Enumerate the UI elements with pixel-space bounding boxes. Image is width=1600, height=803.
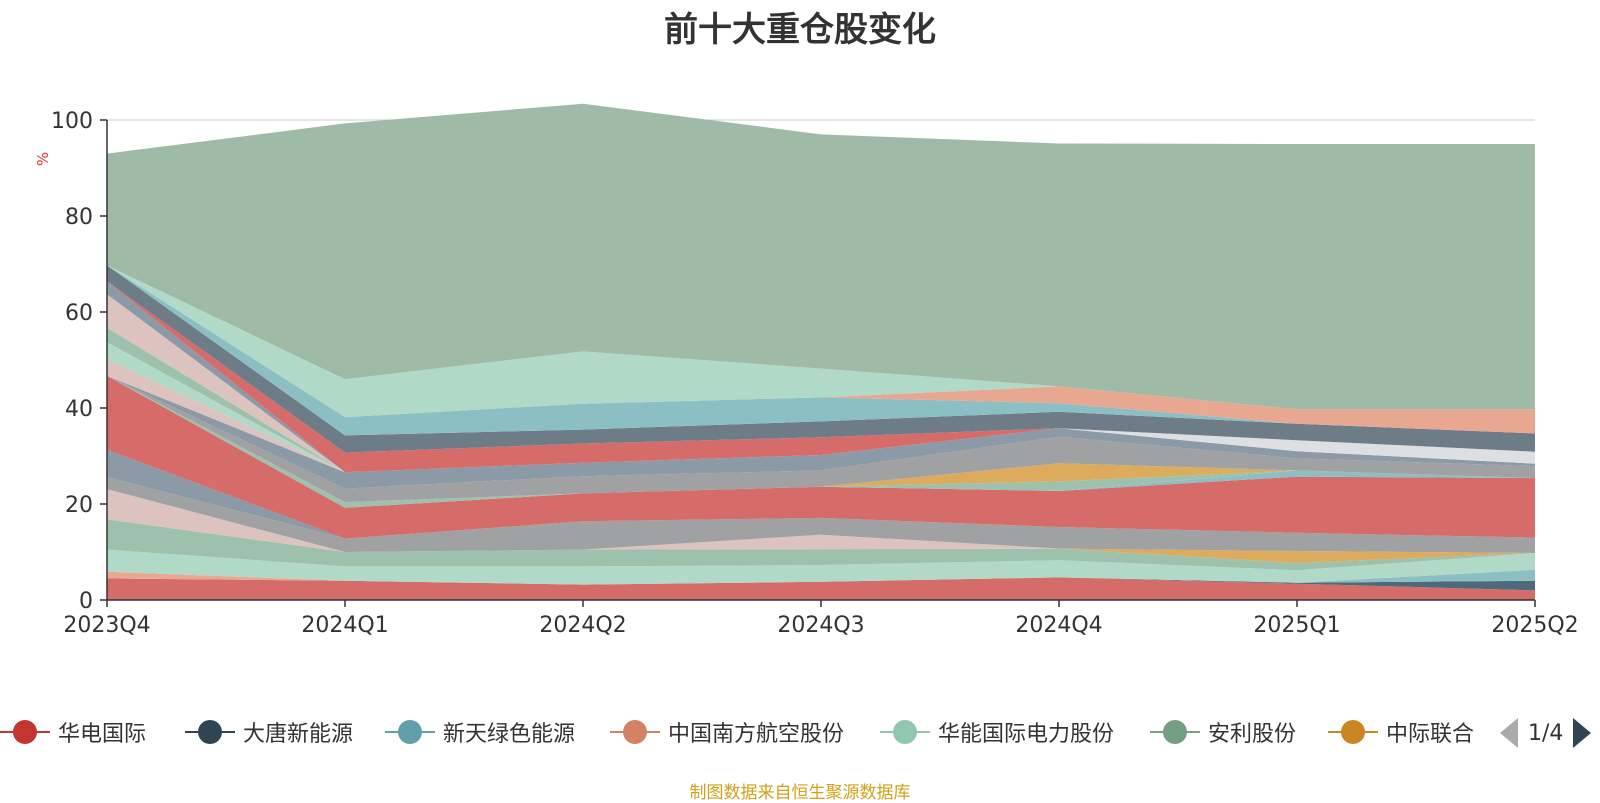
legend-dot <box>1341 720 1365 744</box>
legend-label: 大唐新能源 <box>243 722 354 747</box>
y-tick-label: 100 <box>51 109 93 134</box>
area-layer-6 <box>107 519 1535 563</box>
stacked-area-chart: 0 20 40 60 80 100 2023Q4 2024Q1 2024Q2 2024Q3 2024… <box>51 103 1579 638</box>
legend-marker-icon <box>1328 712 1378 752</box>
x-tick-label: 2023Q4 <box>63 613 150 638</box>
x-tick-label: 2025Q1 <box>1253 613 1340 638</box>
legend-pager: 1/4 <box>1500 716 1592 750</box>
x-tick-label: 2024Q1 <box>301 613 388 638</box>
legend: 华电国际 大唐新能源 新天绿色能源 中国南方航空股份 华能国际电力股份 安利股份 中际联合 <box>0 712 1600 752</box>
chart-title: 前十大重仓股变化 <box>664 10 936 50</box>
source-note: 制图数据来自恒生聚源数据库 <box>689 783 911 803</box>
area-layer-27 <box>107 265 1535 418</box>
legend-dot <box>623 720 647 744</box>
area-layer-26 <box>107 265 1535 434</box>
legend-item[interactable]: 新天绿色能源 <box>385 712 575 752</box>
legend-label: 华能国际电力股份 <box>938 722 1115 747</box>
legend-label: 安利股份 <box>1208 722 1297 747</box>
legend-item[interactable]: 大唐新能源 <box>185 712 353 752</box>
x-tick-label: 2024Q3 <box>777 613 864 638</box>
x-tick-label: 2024Q4 <box>1015 613 1102 638</box>
legend-marker-icon <box>880 712 930 752</box>
area-layer-7 <box>107 489 1535 553</box>
y-tick-label: 60 <box>65 301 93 326</box>
legend-next-arrow-icon[interactable] <box>1573 718 1592 748</box>
area-layer-0 <box>107 577 1535 600</box>
legend-label: 中际联合 <box>1386 722 1475 747</box>
legend-label: 华电国际 <box>58 722 147 747</box>
legend-item[interactable]: 华电国际 <box>0 712 146 752</box>
area-layer-14 <box>107 375 1535 503</box>
y-tick-label: 0 <box>79 589 93 614</box>
y-tick-label: 40 <box>65 397 93 422</box>
legend-dot <box>13 720 37 744</box>
area-layer-15 <box>107 375 1535 489</box>
area-layer-10 <box>107 375 1535 539</box>
legend-item[interactable]: 安利股份 <box>1150 712 1296 752</box>
legend-marker-icon <box>185 712 235 752</box>
x-tick-label: 2024Q2 <box>539 613 626 638</box>
legend-dot <box>198 720 222 744</box>
legend-page-indicator: 1/4 <box>1528 720 1564 746</box>
legend-dot <box>1163 720 1187 744</box>
area-layer-25 <box>107 265 1535 436</box>
legend-marker-icon <box>0 712 50 752</box>
legend-marker-icon <box>1150 712 1200 752</box>
legend-prev-arrow-icon[interactable] <box>1500 718 1518 748</box>
legend-label: 新天绿色能源 <box>443 722 576 747</box>
area-layer-13 <box>107 375 1535 503</box>
legend-marker-icon <box>610 712 660 752</box>
legend-dot <box>893 720 917 744</box>
y-tick-label: 20 <box>65 493 93 518</box>
area-layer-5 <box>107 519 1535 571</box>
x-tick-label: 2025Q2 <box>1491 613 1578 638</box>
legend-item[interactable]: 中际联合 <box>1328 712 1474 752</box>
legend-item[interactable]: 华能国际电力股份 <box>880 712 1114 752</box>
legend-marker-icon <box>385 712 435 752</box>
legend-dot <box>398 720 422 744</box>
legend-item[interactable]: 中国南方航空股份 <box>610 712 844 752</box>
area-layer-4 <box>107 549 1535 585</box>
y-tick-label: 80 <box>65 205 93 230</box>
area-layer-8 <box>107 477 1535 553</box>
area-layer-28 <box>107 103 1535 410</box>
legend-label: 中国南方航空股份 <box>668 722 845 747</box>
area-layer-24 <box>107 265 1535 453</box>
